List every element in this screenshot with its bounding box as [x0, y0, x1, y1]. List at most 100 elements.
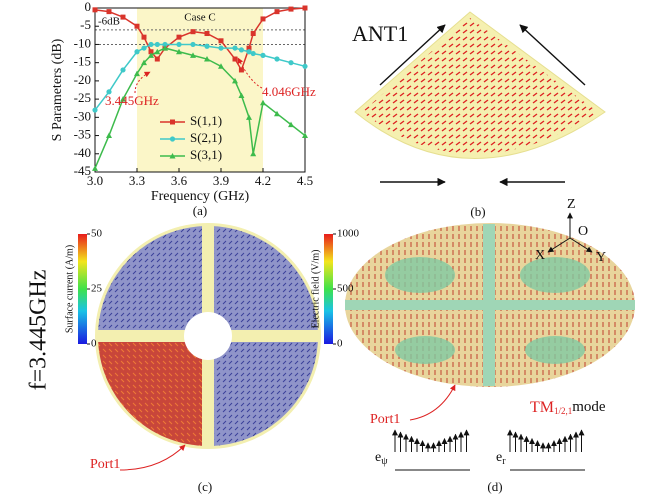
- annotation-arrow: [134, 71, 151, 94]
- data-point: [218, 45, 224, 51]
- data-point: [190, 41, 196, 48]
- colorbar-title: Electric field (V/m): [310, 250, 321, 329]
- data-point: [204, 56, 210, 62]
- y-tick-label: -35: [74, 127, 91, 142]
- data-point: [274, 110, 280, 117]
- field-spot: [385, 257, 455, 293]
- data-point: [92, 7, 98, 13]
- data-point: [288, 60, 294, 66]
- data-point: [154, 41, 160, 48]
- data-point: [274, 56, 280, 62]
- colorbar-tick-label: 1000: [337, 228, 360, 240]
- data-point: [238, 47, 245, 53]
- data-point: [302, 63, 308, 69]
- y-tick-label: -20: [74, 72, 91, 87]
- mode-sub: 1/2,1: [554, 406, 572, 416]
- field-base: e: [375, 450, 381, 465]
- panel-label: (c): [198, 479, 212, 494]
- current-plot: Port1 (c) f=3.445GHz: [26, 223, 321, 494]
- data-point: [250, 31, 256, 37]
- axis-arrow: [569, 237, 593, 253]
- data-point: [232, 45, 238, 51]
- data-point: [190, 29, 196, 35]
- plot-frame: [94, 7, 306, 173]
- mode-label: TM1/2,1mode: [530, 399, 606, 416]
- legend-marker: [169, 136, 176, 142]
- x-tick-label: 4.5: [297, 173, 313, 188]
- chart: -6dB Case C 3.0 3.3 3.6 3.9 4.2 4.5 0 -5 -10 -15 -20…: [50, 0, 316, 204]
- field-spot: [525, 336, 585, 364]
- data-point: [154, 48, 161, 55]
- colorbar-title: Surface current (A/m): [64, 245, 75, 333]
- port-label: Port1: [370, 412, 400, 427]
- data-point: [120, 14, 126, 20]
- colorbar-tick-label: 25: [91, 283, 103, 295]
- legend-label: S(1,1): [190, 113, 222, 128]
- quadrant: [208, 226, 318, 336]
- pointer: [119, 444, 186, 471]
- data-point: [302, 5, 308, 11]
- y-tick-label: -30: [74, 108, 91, 123]
- data-point: [141, 34, 147, 40]
- antenna-plot: ANT1 (b): [352, 11, 606, 219]
- arrow: [519, 24, 586, 86]
- legend-marker: [169, 153, 176, 159]
- field-sub: ψ: [381, 456, 388, 467]
- data-point: [176, 34, 182, 40]
- data-point: [288, 121, 294, 128]
- data-point: [162, 45, 168, 51]
- data-point: [218, 63, 224, 69]
- x-tick-label: 3.0: [87, 173, 103, 188]
- panel-label: (d): [487, 479, 502, 494]
- field-arrows: [392, 429, 585, 452]
- colorbar: [324, 234, 333, 344]
- data-point: [204, 43, 210, 49]
- data-point: [274, 9, 280, 15]
- axis-arrow: [547, 237, 571, 253]
- data-point: [134, 70, 140, 77]
- field-base: e: [496, 450, 502, 465]
- y-tick-label: -40: [74, 145, 91, 160]
- y-axis-title: S Parameters (dB): [50, 38, 65, 141]
- mode-text: TM: [530, 399, 554, 416]
- data-point: [106, 9, 112, 15]
- arrow: [379, 24, 446, 86]
- data-point: [246, 114, 252, 120]
- current-field: [362, 18, 598, 154]
- y-tick-label: 0: [85, 0, 92, 14]
- data-point: [92, 165, 98, 171]
- annotation: 3.445GHz: [105, 93, 159, 108]
- colorbar-tick-label: 0: [91, 338, 97, 350]
- y-tick-label: -10: [74, 35, 91, 50]
- data-point: [246, 49, 252, 55]
- data-point: [302, 132, 308, 139]
- data-point: [106, 132, 112, 139]
- data-point: [260, 16, 266, 22]
- hole: [184, 312, 232, 360]
- quadrant: [98, 336, 208, 446]
- field-label: er: [496, 450, 506, 467]
- x-tick-label: 3.3: [129, 173, 145, 188]
- data-point: [204, 31, 210, 37]
- legend-label: S(3,1): [190, 147, 222, 162]
- field-spot: [395, 336, 455, 364]
- data-point: [232, 77, 238, 84]
- data-point: [120, 96, 126, 102]
- antenna-label: ANT1: [352, 21, 408, 46]
- data-point: [148, 52, 154, 58]
- efield-plot: Port1 TM1/2,1mode eψ er (d) Z O X Y: [345, 197, 635, 494]
- data-point: [260, 99, 266, 106]
- x-tick-label: 4.2: [255, 173, 271, 188]
- y-tick-label: -15: [74, 54, 91, 69]
- data-point: [288, 6, 294, 12]
- data-point: [232, 56, 238, 62]
- pointer: [409, 384, 456, 421]
- data-point: [141, 45, 147, 51]
- field-sub: r: [502, 456, 506, 467]
- shaded-band: [137, 8, 263, 172]
- data-point: [176, 48, 182, 55]
- legend-marker: [170, 119, 175, 125]
- data-point: [246, 45, 252, 51]
- slot: [345, 300, 635, 310]
- series-line: [94, 47, 306, 169]
